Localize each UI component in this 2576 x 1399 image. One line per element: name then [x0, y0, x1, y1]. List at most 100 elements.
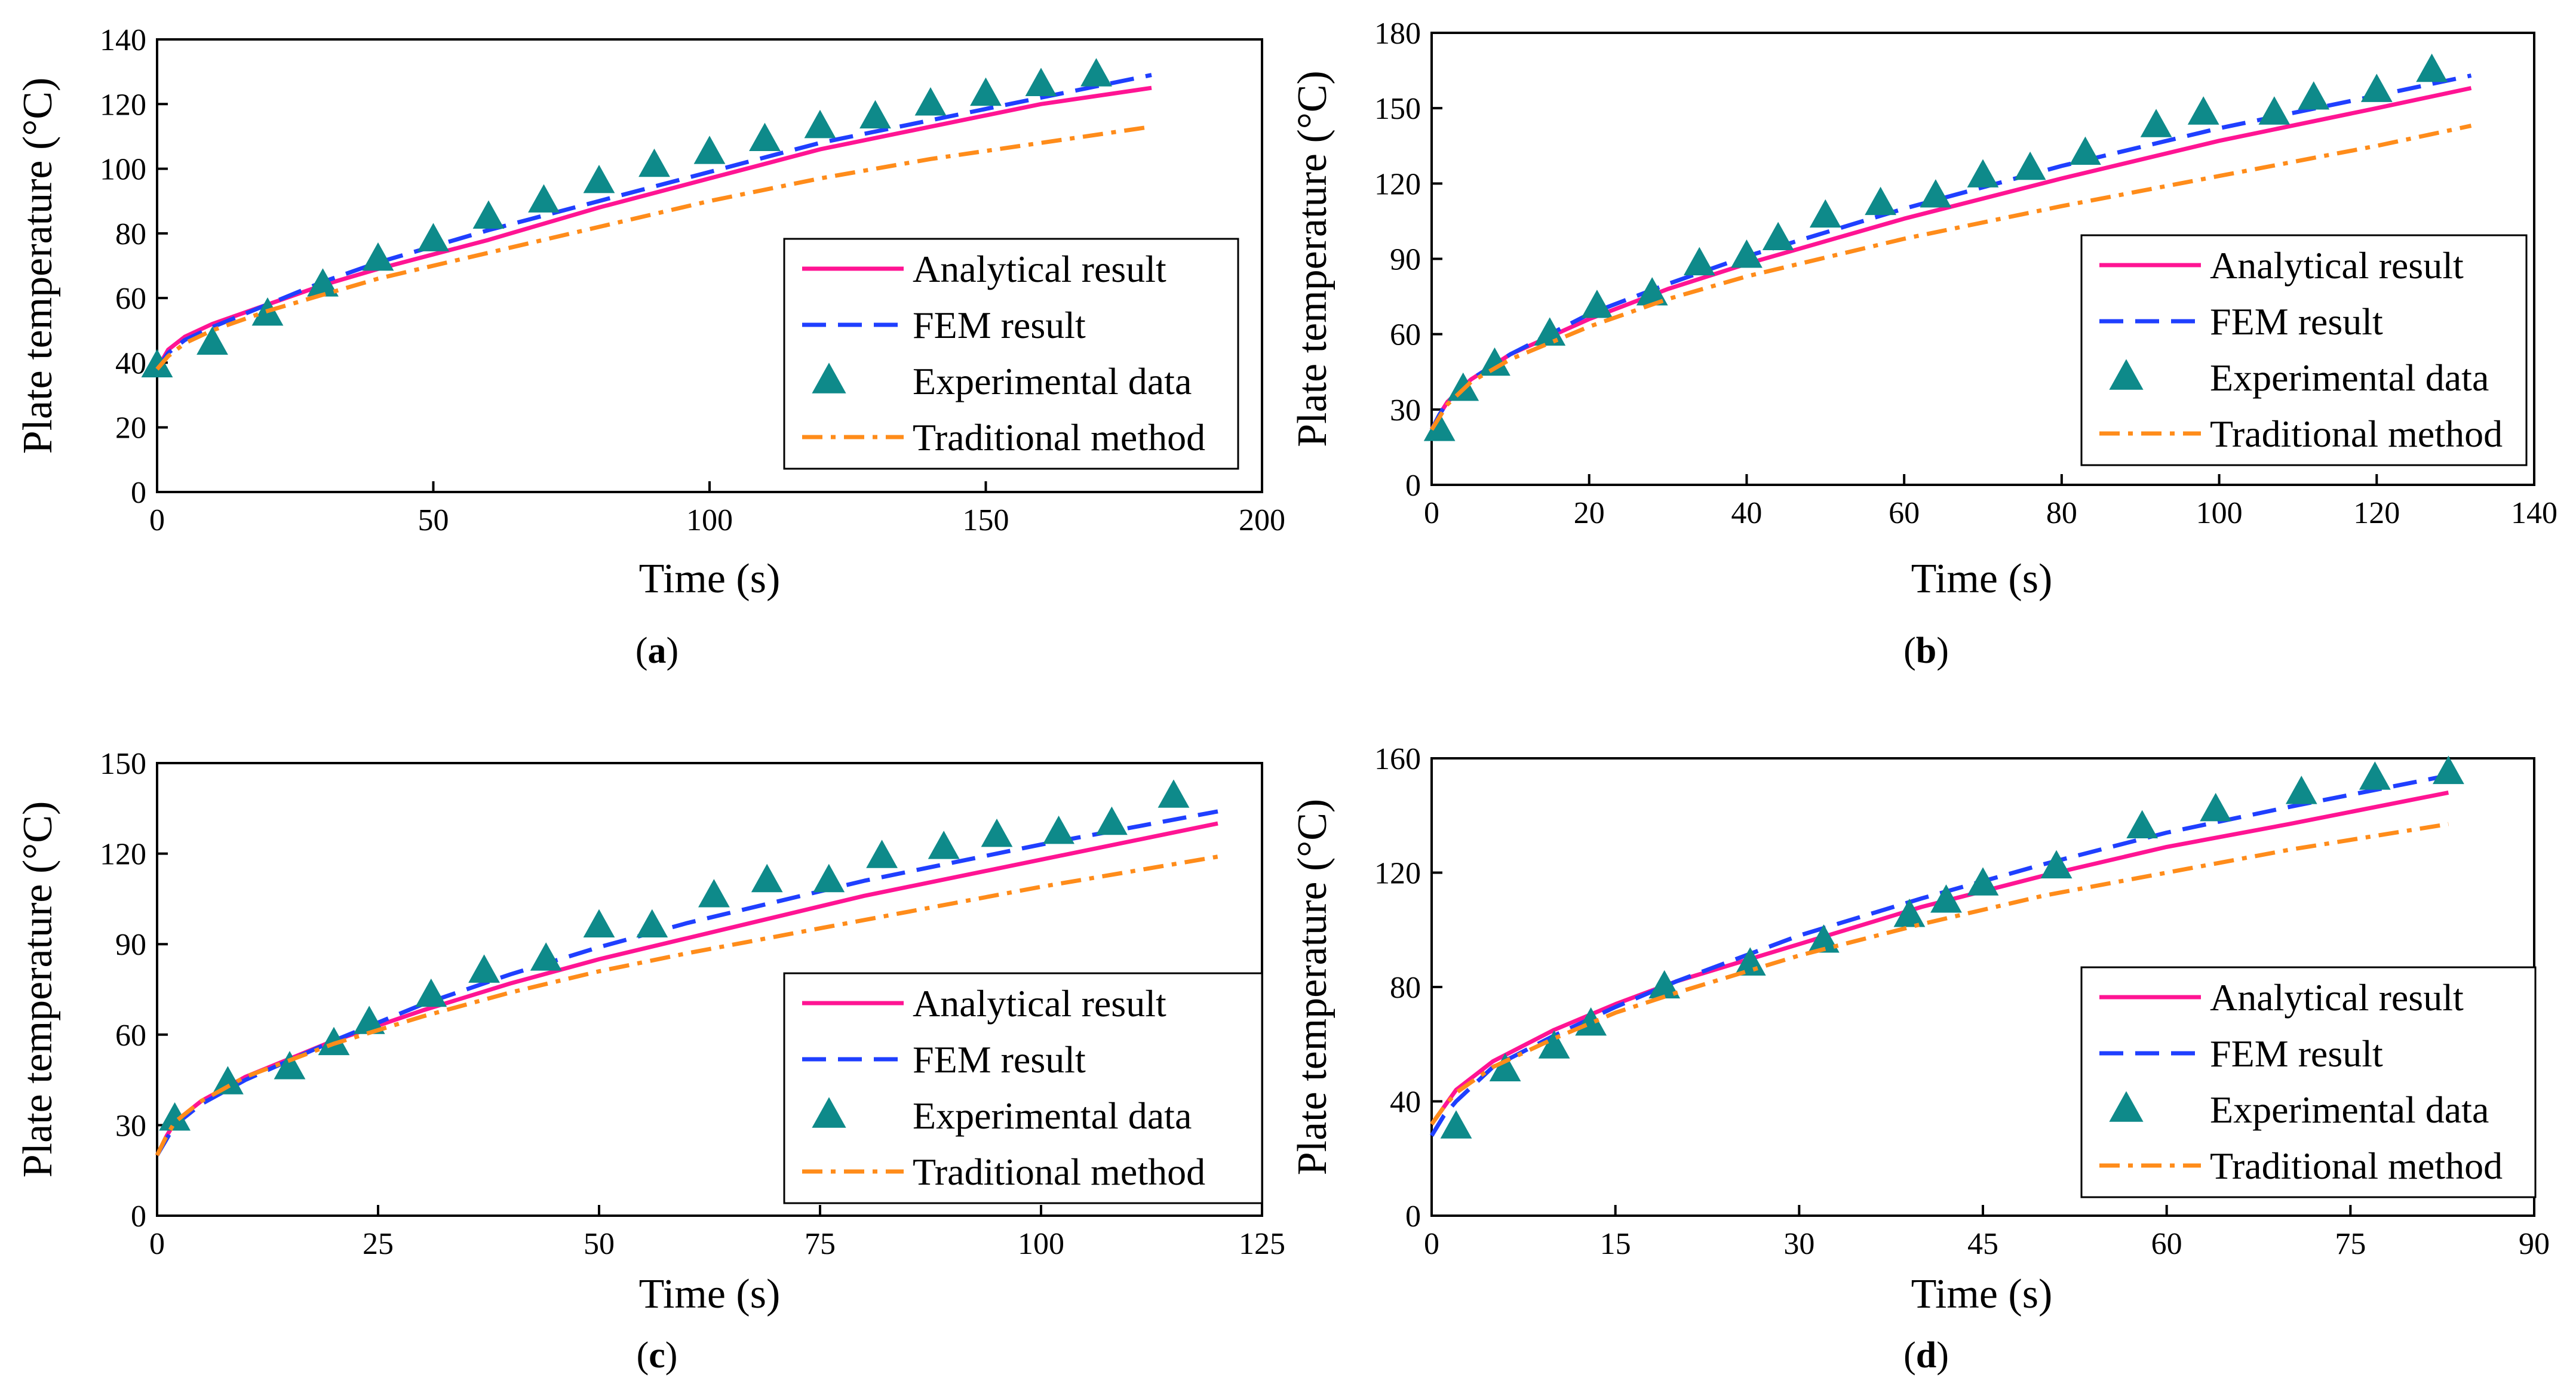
legend-label: FEM result [913, 1038, 1086, 1081]
legend-label: Experimental data [913, 360, 1192, 402]
y-axis-title: Plate temperature (°C) [15, 78, 61, 454]
experimental-point [362, 242, 394, 271]
y-tick-label: 0 [131, 476, 146, 510]
y-tick-label: 120 [100, 838, 146, 872]
experimental-point [141, 349, 173, 377]
y-tick-label: 60 [115, 1019, 146, 1053]
legend-marker [2109, 359, 2144, 390]
experimental-point [1731, 239, 1763, 268]
x-tick-label: 90 [2519, 1227, 2550, 1261]
panel-caption: (a) [635, 631, 678, 671]
y-tick-label: 30 [115, 1109, 146, 1143]
experimental-point [2359, 761, 2391, 790]
x-tick-label: 140 [2511, 496, 2557, 530]
x-tick-label: 20 [1574, 496, 1605, 530]
experimental-point [749, 122, 781, 151]
legend-label: Analytical result [2210, 976, 2464, 1019]
series-line-analytical-result [155, 85, 1152, 371]
legend-box [783, 972, 1263, 1204]
experimental-point [472, 200, 505, 229]
x-tick-label: 40 [1731, 496, 1762, 530]
legend-label: FEM result [913, 304, 1086, 346]
experimental-point [866, 840, 898, 868]
x-tick-label: 0 [1424, 496, 1439, 530]
y-tick-label: 120 [100, 88, 146, 122]
y-tick-label: 120 [1374, 167, 1421, 201]
y-tick-label: 80 [1390, 971, 1421, 1005]
series-line-traditional-method [155, 124, 1152, 371]
experimental-point [698, 879, 730, 908]
experimental-point [914, 87, 947, 116]
x-tick-label: 30 [1783, 1227, 1814, 1261]
experimental-point [1807, 924, 1840, 953]
experimental-point [530, 942, 562, 971]
experimental-point [1440, 1110, 1472, 1139]
y-tick-label: 150 [1374, 92, 1421, 126]
experimental-point [159, 1102, 191, 1131]
x-tick-label: 100 [2196, 496, 2243, 530]
series-line-traditional-method [1430, 822, 2449, 1126]
experimental-point [1967, 867, 1999, 896]
experimental-point [2040, 850, 2073, 879]
x-tick-label: 45 [1967, 1227, 1998, 1261]
y-tick-label: 140 [100, 23, 146, 57]
experimental-point [1920, 179, 1952, 208]
experimental-point [2360, 73, 2393, 102]
experimental-point [1538, 1030, 1570, 1059]
x-tick-label: 100 [1018, 1227, 1064, 1261]
y-axis-title: Plate temperature (°C) [1289, 70, 1335, 447]
x-axis-title: Time (s) [639, 556, 781, 602]
legend: Analytical result FEM result Experimental … [783, 972, 1263, 1204]
y-tick-label: 180 [1374, 17, 1421, 51]
y-tick-label: 160 [1374, 742, 1421, 776]
experimental-point [804, 109, 836, 139]
y-tick-label: 30 [1390, 393, 1421, 428]
y-tick-label: 0 [1405, 469, 1421, 503]
legend-label: Traditional method [2210, 413, 2503, 455]
series-line-fem-result [155, 809, 1218, 1157]
y-tick-label: 60 [1390, 318, 1421, 352]
legend-box [2080, 966, 2537, 1198]
experimental-point [1025, 67, 1057, 96]
chart-panel-d: 0 15 30 45 60 75 90 0 40 80 120 160 Time (s) Plate te… [1289, 742, 2550, 1376]
y-tick-label: 0 [131, 1200, 146, 1234]
y-tick-label: 20 [115, 411, 146, 445]
x-tick-label: 200 [1239, 503, 1285, 537]
legend-marker [812, 1097, 846, 1128]
experimental-point [274, 1051, 306, 1080]
experimental-point [2014, 151, 2046, 180]
x-tick-label: 0 [149, 503, 165, 537]
legend: Analytical result FEM result Experimental … [783, 238, 1239, 470]
x-tick-label: 0 [1424, 1227, 1439, 1261]
x-tick-label: 75 [805, 1227, 836, 1261]
experimental-point [1967, 159, 1999, 187]
y-tick-label: 90 [1390, 243, 1421, 277]
y-tick-label: 80 [115, 217, 146, 251]
experimental-point [353, 1006, 385, 1034]
experimental-point [1581, 290, 1613, 318]
legend-marker [2109, 1091, 2144, 1122]
experimental-point [583, 909, 615, 938]
experimental-point [1423, 413, 1456, 441]
panel-caption: (c) [637, 1335, 678, 1376]
experimental-point [1734, 947, 1766, 976]
legend-label: Analytical result [913, 248, 1166, 290]
experimental-point [2187, 96, 2219, 125]
legend-label: FEM result [2210, 1032, 2383, 1075]
experimental-point [2416, 53, 2448, 82]
x-tick-label: 75 [2335, 1227, 2366, 1261]
experimental-point [1157, 779, 1190, 808]
experimental-point [1636, 277, 1668, 306]
experimental-point [1762, 222, 1794, 251]
legend-box [783, 238, 1239, 470]
x-axis-title: Time (s) [1911, 1271, 2053, 1317]
experimental-point [1930, 884, 1962, 913]
chart-panel-a: 0 50 100 150 200 0 20 40 60 80 100 120 140 Time (s) Pl… [15, 23, 1285, 671]
experimental-point [417, 223, 449, 251]
experimental-point [2298, 81, 2330, 110]
legend-label: Traditional method [913, 416, 1205, 459]
legend-label: Experimental data [2210, 1089, 2489, 1131]
experimental-point [318, 1026, 350, 1056]
experimental-point [2433, 755, 2464, 785]
series-line-fem-result [1430, 773, 2449, 1137]
